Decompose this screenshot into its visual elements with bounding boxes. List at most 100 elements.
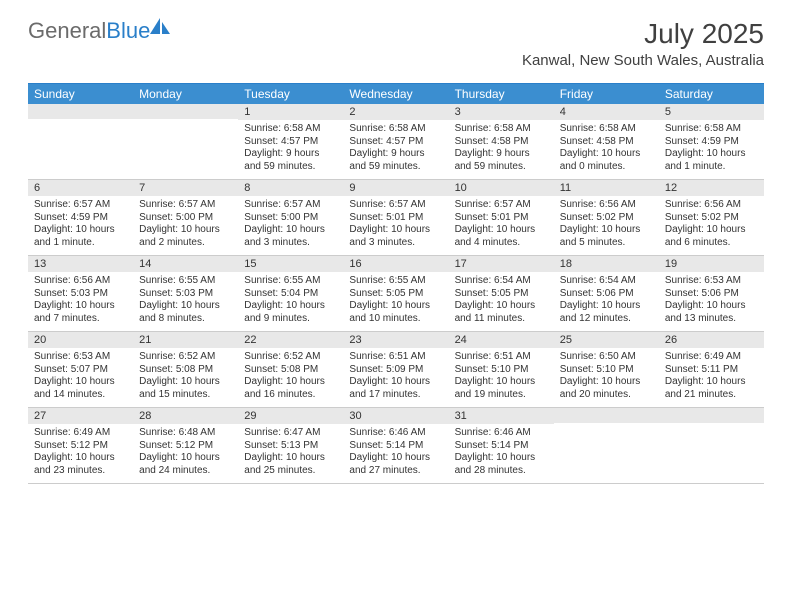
day-header: Sunday [28, 84, 133, 104]
daylight-text: Daylight: 10 hours and 1 minute. [34, 224, 127, 249]
day-body: Sunrise: 6:58 AMSunset: 4:59 PMDaylight:… [659, 121, 764, 179]
sunrise-text: Sunrise: 6:53 AM [665, 275, 758, 288]
day-header-row: SundayMondayTuesdayWednesdayThursdayFrid… [28, 84, 764, 104]
sunset-text: Sunset: 4:57 PM [244, 136, 337, 149]
day-cell [133, 104, 238, 179]
day-header: Friday [554, 84, 659, 104]
day-body: Sunrise: 6:57 AMSunset: 5:01 PMDaylight:… [343, 197, 448, 255]
sunrise-text: Sunrise: 6:58 AM [244, 123, 337, 136]
daylight-text: Daylight: 10 hours and 23 minutes. [34, 452, 127, 477]
day-cell: 20Sunrise: 6:53 AMSunset: 5:07 PMDayligh… [28, 332, 133, 407]
day-number: 1 [238, 104, 343, 121]
day-cell: 31Sunrise: 6:46 AMSunset: 5:14 PMDayligh… [449, 408, 554, 483]
sunset-text: Sunset: 5:12 PM [139, 440, 232, 453]
day-body: Sunrise: 6:49 AMSunset: 5:12 PMDaylight:… [28, 425, 133, 483]
sunset-text: Sunset: 5:03 PM [139, 288, 232, 301]
daylight-text: Daylight: 10 hours and 19 minutes. [455, 376, 548, 401]
day-cell: 5Sunrise: 6:58 AMSunset: 4:59 PMDaylight… [659, 104, 764, 179]
daylight-text: Daylight: 10 hours and 28 minutes. [455, 452, 548, 477]
daylight-text: Daylight: 10 hours and 16 minutes. [244, 376, 337, 401]
day-body: Sunrise: 6:58 AMSunset: 4:57 PMDaylight:… [238, 121, 343, 179]
day-cell: 25Sunrise: 6:50 AMSunset: 5:10 PMDayligh… [554, 332, 659, 407]
day-number: 26 [659, 332, 764, 349]
day-body: Sunrise: 6:51 AMSunset: 5:10 PMDaylight:… [449, 349, 554, 407]
sunrise-text: Sunrise: 6:46 AM [349, 427, 442, 440]
day-cell: 4Sunrise: 6:58 AMSunset: 4:58 PMDaylight… [554, 104, 659, 179]
daylight-text: Daylight: 10 hours and 21 minutes. [665, 376, 758, 401]
sunrise-text: Sunrise: 6:56 AM [560, 199, 653, 212]
day-number: 11 [554, 180, 659, 197]
day-number [133, 104, 238, 120]
day-cell: 6Sunrise: 6:57 AMSunset: 4:59 PMDaylight… [28, 180, 133, 255]
day-body [28, 120, 133, 176]
day-cell: 10Sunrise: 6:57 AMSunset: 5:01 PMDayligh… [449, 180, 554, 255]
sunrise-text: Sunrise: 6:55 AM [349, 275, 442, 288]
day-cell: 9Sunrise: 6:57 AMSunset: 5:01 PMDaylight… [343, 180, 448, 255]
sunset-text: Sunset: 5:08 PM [139, 364, 232, 377]
sunrise-text: Sunrise: 6:49 AM [34, 427, 127, 440]
day-body: Sunrise: 6:54 AMSunset: 5:05 PMDaylight:… [449, 273, 554, 331]
sunset-text: Sunset: 4:57 PM [349, 136, 442, 149]
day-cell: 11Sunrise: 6:56 AMSunset: 5:02 PMDayligh… [554, 180, 659, 255]
day-number: 6 [28, 180, 133, 197]
day-number: 20 [28, 332, 133, 349]
day-number: 2 [343, 104, 448, 121]
header: GeneralBlue July 2025 Kanwal, New South … [0, 0, 792, 75]
day-number: 21 [133, 332, 238, 349]
day-number: 10 [449, 180, 554, 197]
day-cell: 23Sunrise: 6:51 AMSunset: 5:09 PMDayligh… [343, 332, 448, 407]
day-cell [554, 408, 659, 483]
sunset-text: Sunset: 5:04 PM [244, 288, 337, 301]
day-body: Sunrise: 6:57 AMSunset: 5:01 PMDaylight:… [449, 197, 554, 255]
day-number [659, 408, 764, 424]
day-cell: 14Sunrise: 6:55 AMSunset: 5:03 PMDayligh… [133, 256, 238, 331]
day-number: 3 [449, 104, 554, 121]
day-number: 17 [449, 256, 554, 273]
daylight-text: Daylight: 9 hours and 59 minutes. [455, 148, 548, 173]
sunrise-text: Sunrise: 6:56 AM [34, 275, 127, 288]
sunset-text: Sunset: 5:02 PM [560, 212, 653, 225]
page-title: July 2025 [522, 18, 764, 50]
sunrise-text: Sunrise: 6:58 AM [665, 123, 758, 136]
daylight-text: Daylight: 10 hours and 10 minutes. [349, 300, 442, 325]
day-header: Wednesday [343, 84, 448, 104]
daylight-text: Daylight: 10 hours and 11 minutes. [455, 300, 548, 325]
sunrise-text: Sunrise: 6:55 AM [244, 275, 337, 288]
daylight-text: Daylight: 10 hours and 4 minutes. [455, 224, 548, 249]
sunset-text: Sunset: 5:02 PM [665, 212, 758, 225]
day-cell [28, 104, 133, 179]
sunset-text: Sunset: 5:11 PM [665, 364, 758, 377]
day-cell: 16Sunrise: 6:55 AMSunset: 5:05 PMDayligh… [343, 256, 448, 331]
day-number: 4 [554, 104, 659, 121]
day-number: 19 [659, 256, 764, 273]
sunrise-text: Sunrise: 6:51 AM [349, 351, 442, 364]
sunrise-text: Sunrise: 6:57 AM [34, 199, 127, 212]
day-body: Sunrise: 6:46 AMSunset: 5:14 PMDaylight:… [343, 425, 448, 483]
sunrise-text: Sunrise: 6:57 AM [455, 199, 548, 212]
sunrise-text: Sunrise: 6:46 AM [455, 427, 548, 440]
sunrise-text: Sunrise: 6:57 AM [244, 199, 337, 212]
sunset-text: Sunset: 5:01 PM [455, 212, 548, 225]
sunset-text: Sunset: 4:59 PM [665, 136, 758, 149]
day-header: Saturday [659, 84, 764, 104]
day-body: Sunrise: 6:52 AMSunset: 5:08 PMDaylight:… [133, 349, 238, 407]
day-body: Sunrise: 6:58 AMSunset: 4:58 PMDaylight:… [449, 121, 554, 179]
location-text: Kanwal, New South Wales, Australia [522, 52, 764, 69]
sunrise-text: Sunrise: 6:52 AM [244, 351, 337, 364]
sunrise-text: Sunrise: 6:56 AM [665, 199, 758, 212]
day-body: Sunrise: 6:49 AMSunset: 5:11 PMDaylight:… [659, 349, 764, 407]
day-number: 22 [238, 332, 343, 349]
day-header: Monday [133, 84, 238, 104]
daylight-text: Daylight: 10 hours and 13 minutes. [665, 300, 758, 325]
sail-icon [150, 18, 172, 41]
day-body: Sunrise: 6:58 AMSunset: 4:58 PMDaylight:… [554, 121, 659, 179]
daylight-text: Daylight: 10 hours and 6 minutes. [665, 224, 758, 249]
day-body: Sunrise: 6:56 AMSunset: 5:02 PMDaylight:… [659, 197, 764, 255]
daylight-text: Daylight: 10 hours and 3 minutes. [349, 224, 442, 249]
daylight-text: Daylight: 10 hours and 1 minute. [665, 148, 758, 173]
daylight-text: Daylight: 10 hours and 2 minutes. [139, 224, 232, 249]
day-number: 18 [554, 256, 659, 273]
day-header: Thursday [449, 84, 554, 104]
sunrise-text: Sunrise: 6:57 AM [349, 199, 442, 212]
brand-logo: GeneralBlue [28, 18, 172, 44]
